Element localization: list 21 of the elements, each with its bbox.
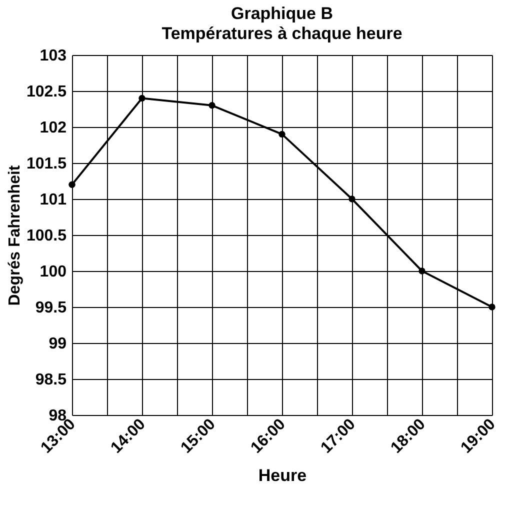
y-tick-label: 102.5 bbox=[26, 84, 67, 100]
point bbox=[68, 181, 76, 188]
y-tick-label: 99.5 bbox=[35, 300, 67, 316]
y-tick-label: 99 bbox=[48, 336, 67, 352]
chart-title: Graphique B bbox=[230, 4, 334, 23]
y-tick-label: 98.5 bbox=[35, 372, 67, 388]
y-tick-label: 100.5 bbox=[26, 228, 67, 244]
y-axis-title: Degrés Fahrenheit bbox=[6, 164, 24, 306]
x-axis-title: Heure bbox=[258, 466, 307, 486]
point bbox=[418, 268, 426, 274]
chart-subtitle: Températures à chaque heure bbox=[162, 24, 402, 43]
y-tick-label: 100 bbox=[40, 264, 67, 280]
y-tick-label: 101.5 bbox=[26, 156, 67, 172]
point bbox=[348, 196, 356, 202]
point bbox=[488, 304, 496, 310]
y-tick-label: 101 bbox=[40, 192, 67, 208]
y-tick-label: 102 bbox=[40, 120, 67, 136]
point bbox=[138, 94, 146, 102]
point bbox=[208, 102, 216, 109]
point bbox=[278, 130, 286, 138]
y-tick-label: 103 bbox=[40, 48, 67, 64]
